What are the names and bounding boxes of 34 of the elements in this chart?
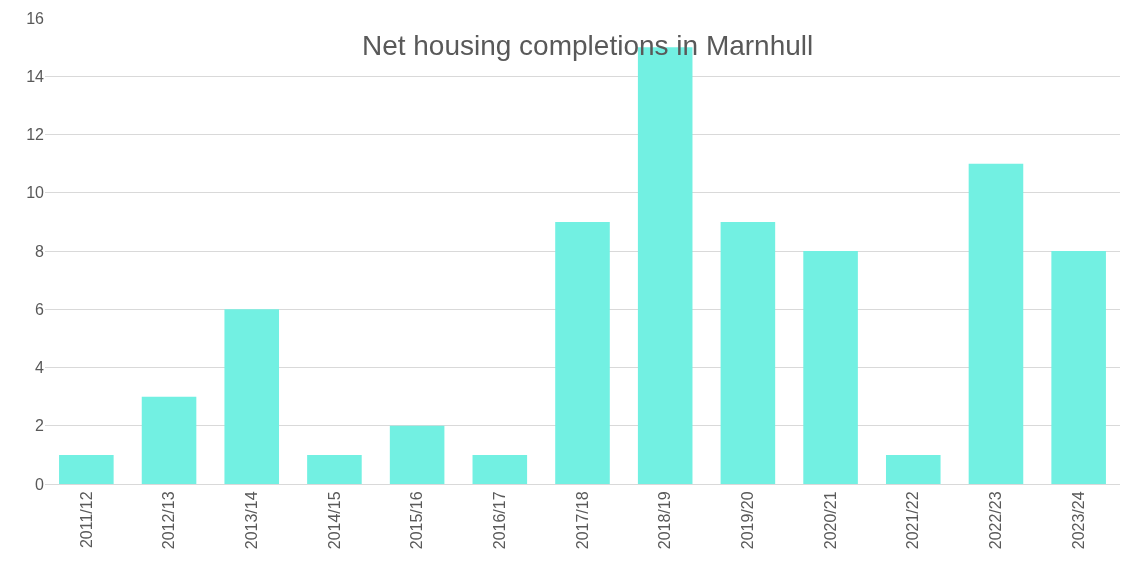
x-tick-label: 2014/15 (325, 491, 343, 550)
bar (803, 251, 858, 484)
x-tick-label: 2016/17 (491, 491, 509, 550)
x-tick-label: 2012/13 (160, 491, 178, 550)
x-tick-label: 2018/19 (656, 491, 674, 550)
y-tick-label: 12 (26, 126, 45, 144)
y-tick-label: 4 (35, 359, 45, 377)
bar (307, 454, 362, 484)
bar (472, 454, 528, 484)
y-tick-label: 10 (26, 184, 45, 202)
bar (224, 309, 280, 484)
y-tick-label: 2 (35, 417, 45, 435)
x-tick-label: 2022/23 (987, 491, 1005, 550)
bar (141, 396, 197, 484)
bar (555, 221, 610, 484)
y-tick-label: 16 (26, 9, 45, 27)
bar (389, 425, 445, 484)
y-tick-label: 14 (26, 67, 45, 85)
y-tick-label: 6 (35, 300, 45, 318)
bar (885, 454, 941, 484)
bar (1051, 251, 1106, 484)
bar (968, 163, 1024, 484)
x-tick-label: 2015/16 (408, 491, 426, 550)
x-tick-label: 2023/24 (1069, 491, 1087, 550)
x-tick-label: 2011/12 (77, 491, 95, 549)
bar (59, 454, 114, 484)
x-tick-label: 2021/22 (904, 491, 922, 550)
x-tick-label: 2013/14 (242, 491, 260, 550)
x-tick-label: 2019/20 (739, 491, 757, 550)
y-tick-label: 8 (35, 242, 45, 260)
bar (720, 221, 776, 484)
x-tick-label: 2020/21 (821, 491, 839, 550)
x-tick-label: 2017/18 (573, 491, 591, 550)
y-tick-label: 0 (35, 475, 45, 493)
